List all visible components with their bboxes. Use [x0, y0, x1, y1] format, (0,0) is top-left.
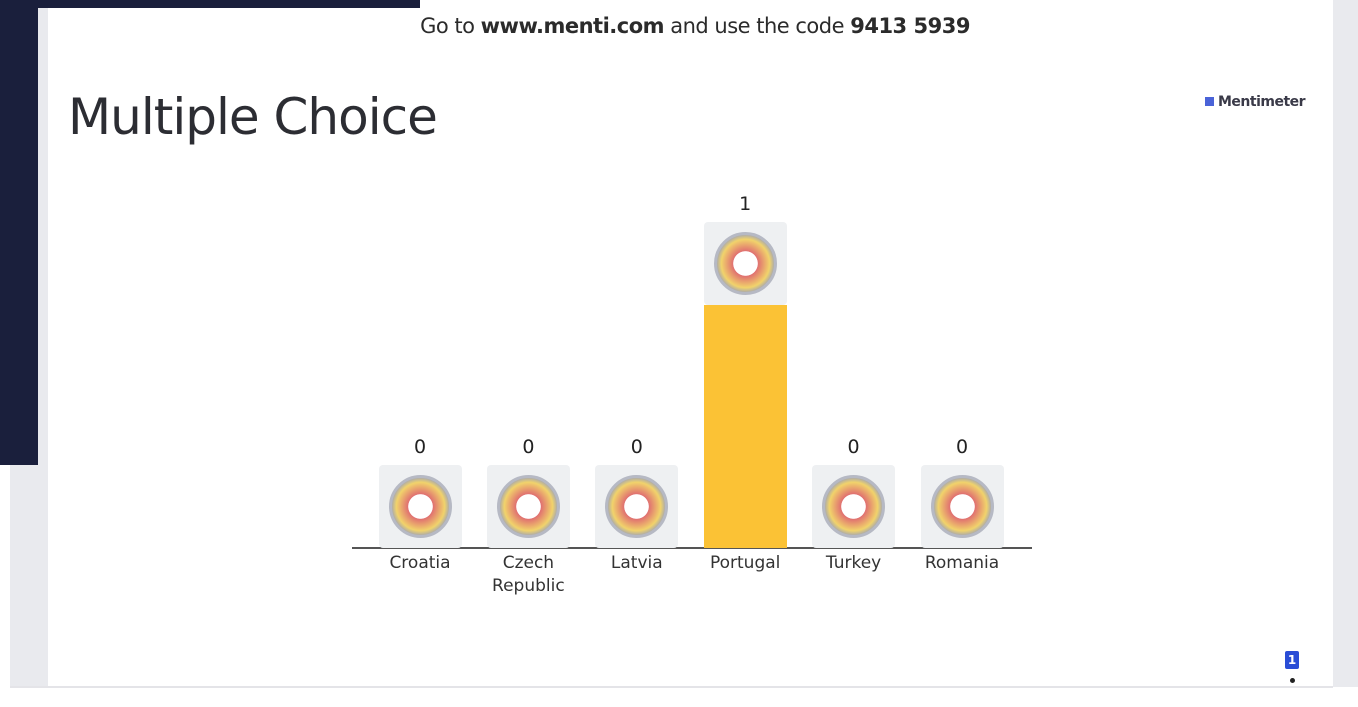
value-label: 0 [809, 436, 899, 458]
response-indicator [1290, 678, 1295, 683]
slide-edge [10, 686, 1333, 688]
bar [704, 305, 787, 548]
category-label: Czech Republic [478, 552, 578, 598]
value-label: 0 [375, 436, 465, 458]
category-label: Croatia [370, 552, 470, 575]
text: Go to [420, 14, 474, 38]
category-label: Romania [912, 552, 1012, 575]
url: www.menti.com [481, 14, 664, 38]
value-label: 1 [700, 193, 790, 215]
option-image [379, 465, 462, 548]
page: Go to www.menti.com and use the code 941… [0, 0, 1358, 707]
brand-logo: Mentimeter [1205, 94, 1305, 110]
value-label: 0 [483, 436, 573, 458]
value-label: 0 [917, 436, 1007, 458]
option-image [921, 465, 1004, 548]
option-image [487, 465, 570, 548]
text: and use the code [670, 14, 844, 38]
value-label: 0 [592, 436, 682, 458]
join-instructions: Go to www.menti.com and use the code 941… [300, 14, 1090, 38]
slide-title: Multiple Choice [68, 88, 437, 146]
option-image [595, 465, 678, 548]
option-image [704, 222, 787, 305]
sidebar-strip [1333, 0, 1358, 687]
overlay-window [0, 0, 38, 465]
response-count: 1 [1285, 651, 1299, 669]
option-image [812, 465, 895, 548]
category-label: Turkey [804, 552, 904, 575]
category-label: Portugal [695, 552, 795, 575]
overlay-window [0, 0, 420, 8]
code: 9413 5939 [850, 14, 970, 38]
category-label: Latvia [587, 552, 687, 575]
